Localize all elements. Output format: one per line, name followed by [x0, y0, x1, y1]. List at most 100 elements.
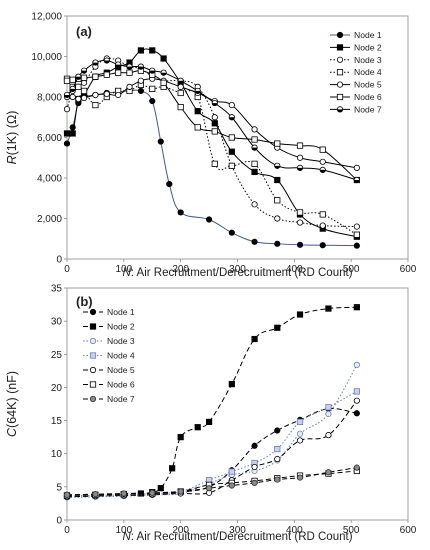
- data-point: [274, 427, 281, 434]
- legend-marker: [336, 69, 344, 76]
- data-point: [211, 114, 218, 121]
- x-tick-label: 300: [229, 525, 246, 536]
- data-point: [137, 87, 144, 95]
- y-axis-label: C(64K) (nF): [5, 371, 19, 437]
- data-point: [205, 418, 213, 425]
- y-tick-label: 15: [51, 416, 63, 427]
- legend-marker: [89, 308, 97, 316]
- y-tick-label: 10: [51, 449, 63, 460]
- legend-label: Node 2: [354, 42, 382, 52]
- legend-label: Node 2: [107, 322, 135, 332]
- legend-marker: [89, 395, 97, 403]
- data-point: [274, 140, 281, 147]
- data-point: [228, 482, 235, 489]
- data-point: [160, 79, 167, 86]
- data-point: [274, 197, 281, 204]
- data-point: [228, 468, 235, 475]
- x-axis-label-variable: N: [122, 531, 131, 543]
- data-point: [353, 304, 360, 311]
- data-point: [353, 231, 360, 238]
- x-axis-label: N: Air Recruitment/Derecruitment (RD Cou…: [122, 531, 352, 543]
- data-point: [353, 242, 360, 249]
- data-point: [296, 142, 304, 149]
- data-point: [115, 69, 122, 76]
- x-tick-label: 600: [400, 525, 417, 536]
- y-tick-label: 2,000: [37, 214, 62, 225]
- x-axis-label-text: : Air Recruitment/Derecruitment (RD Coun…: [131, 267, 353, 279]
- legend-label: Node 4: [354, 67, 382, 77]
- data-point: [274, 240, 281, 247]
- data-point: [80, 94, 88, 102]
- data-point: [149, 489, 156, 496]
- x-axis-label: N: Air Recruitment/Derecruitment (RD Cou…: [122, 267, 352, 279]
- data-point: [115, 91, 122, 99]
- data-point: [296, 311, 304, 318]
- series-node-7: [63, 464, 360, 498]
- data-point: [319, 222, 326, 229]
- data-point: [194, 424, 201, 431]
- legend-label: Node 1: [107, 307, 135, 317]
- data-point: [194, 108, 201, 115]
- data-point: [251, 238, 258, 245]
- data-point: [251, 201, 258, 208]
- data-point: [205, 216, 213, 223]
- legend-marker: [89, 352, 97, 359]
- data-point: [251, 463, 258, 471]
- x-tick-label: 400: [286, 264, 303, 275]
- data-point: [137, 47, 144, 54]
- data-point: [149, 85, 156, 92]
- data-point: [353, 164, 360, 171]
- data-point: [80, 87, 88, 95]
- data-point: [296, 418, 304, 425]
- data-point: [103, 71, 110, 78]
- data-point: [205, 485, 213, 492]
- data-point: [80, 74, 88, 81]
- data-point: [177, 434, 184, 441]
- data-point: [251, 442, 258, 449]
- x-tick-label: 300: [229, 264, 246, 275]
- data-point: [177, 83, 184, 90]
- series-node-7: [63, 57, 360, 184]
- data-point: [92, 491, 99, 498]
- data-point: [251, 136, 258, 143]
- data-point: [353, 388, 360, 395]
- data-point: [353, 397, 360, 404]
- legend-label: Node 6: [354, 92, 382, 102]
- data-point: [319, 211, 326, 218]
- data-point: [274, 476, 281, 483]
- legend-label: Node 7: [107, 394, 135, 404]
- panel-label: (b): [76, 294, 93, 309]
- data-point: [251, 335, 258, 343]
- data-point: [194, 124, 201, 131]
- data-point: [296, 241, 304, 248]
- x-tick-label: 500: [343, 525, 360, 536]
- data-point: [211, 160, 218, 167]
- data-point: [353, 410, 360, 417]
- data-point: [69, 93, 76, 101]
- legend: Node 1 Node 2 Node 3 Node 4 Node 5 Node 6 Node…: [83, 307, 135, 404]
- y-tick-label: 6,000: [37, 133, 62, 144]
- data-point: [211, 128, 218, 135]
- data-point: [80, 79, 88, 86]
- data-point: [228, 162, 235, 169]
- y-tick-label: 12,000: [31, 12, 62, 23]
- data-point: [325, 432, 332, 439]
- data-point: [63, 77, 71, 84]
- y-tick-label: 20: [51, 383, 63, 394]
- legend-marker: [336, 81, 344, 88]
- data-point: [296, 430, 304, 437]
- y-tick-label: 10,000: [31, 52, 62, 63]
- legend-label: Node 6: [107, 380, 135, 390]
- legend-marker: [336, 56, 344, 63]
- legend-label: Node 3: [354, 55, 382, 65]
- data-point: [126, 83, 133, 90]
- data-point: [92, 102, 99, 109]
- data-point: [157, 138, 164, 145]
- legend-label: Node 5: [107, 365, 135, 375]
- data-point: [274, 176, 281, 184]
- data-point: [296, 474, 304, 481]
- data-point: [177, 209, 184, 216]
- data-point: [353, 361, 360, 368]
- data-point: [63, 491, 71, 498]
- x-tick-label: 100: [115, 264, 132, 275]
